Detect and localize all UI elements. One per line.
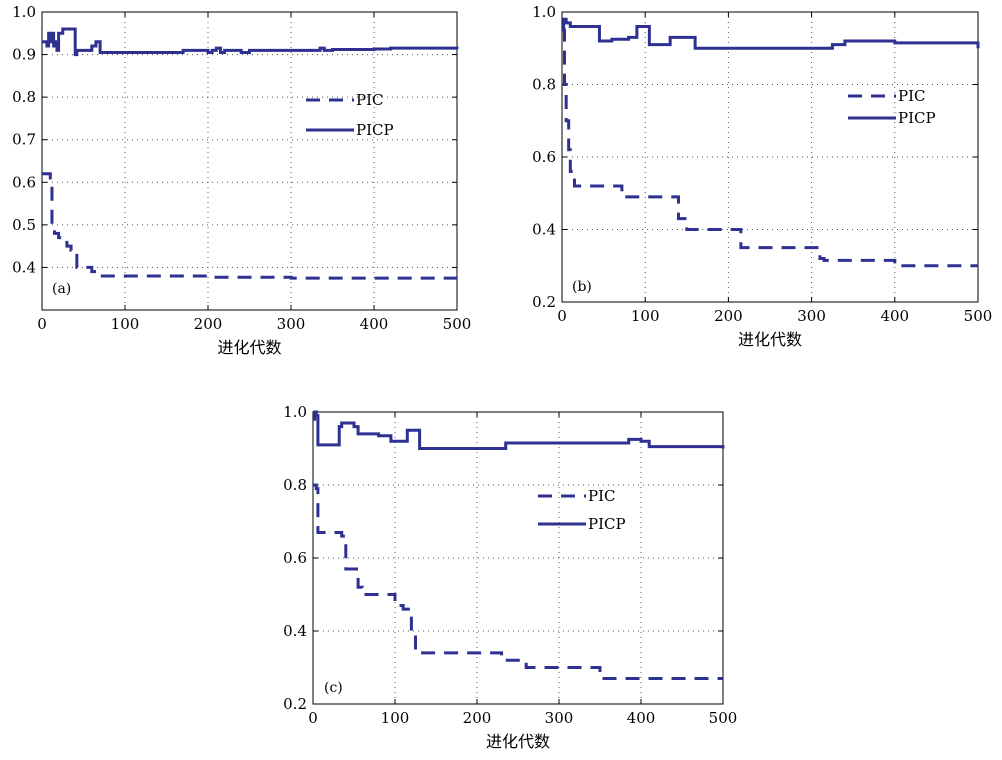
x-tick-label: 300	[545, 709, 574, 727]
panel-c: 0 100 200 300 400 500 0.2 0.4 0.6 0.8 1.0 进化代数 (c) PI…	[283, 403, 737, 751]
x-tick-label: 100	[631, 307, 660, 325]
y-tick-label: 0.4	[532, 221, 556, 239]
y-tick-label: 0.8	[283, 476, 307, 494]
x-axis-title: 进化代数	[738, 330, 802, 349]
plot-frame	[561, 11, 979, 303]
x-tick-label: 0	[308, 709, 318, 727]
x-tick-label: 100	[111, 315, 140, 333]
x-tick-label: 400	[880, 307, 909, 325]
series-line-pic	[42, 172, 457, 280]
legend-label-picp: PICP	[588, 515, 626, 533]
series-line-picp	[313, 410, 725, 450]
x-tick-label: 0	[37, 315, 47, 333]
x-tick-label: 500	[964, 307, 993, 325]
y-tick-label: 0.4	[12, 258, 36, 276]
series-line-picp	[42, 27, 459, 57]
panel-label: (a)	[52, 281, 71, 297]
y-tick-label: 0.8	[12, 88, 36, 106]
y-tick-label: 0.6	[532, 148, 556, 166]
x-axis-title: 进化代数	[217, 338, 281, 357]
x-tick-label: 500	[709, 709, 738, 727]
x-tick-label: 200	[194, 315, 223, 333]
y-tick-label: 0.6	[12, 173, 36, 191]
x-axis-title: 进化代数	[486, 732, 550, 751]
x-tick-label: 200	[463, 709, 492, 727]
y-tick-label: 0.7	[12, 131, 36, 149]
plot-frame	[41, 11, 458, 311]
legend-label-pic: PIC	[588, 487, 616, 505]
y-tick-label: 0.4	[283, 622, 307, 640]
y-tick-label: 0.5	[12, 216, 36, 234]
x-tick-label: 500	[443, 315, 472, 333]
y-tick-label: 0.6	[283, 549, 307, 567]
y-tick-label: 1.0	[12, 3, 36, 21]
panel-a: 0 100 200 300 400 500 0.4 0.5 0.6 0.7 0.8 0.9 1.0 进化代…	[12, 3, 471, 357]
y-tick-label: 1.0	[283, 403, 307, 421]
y-tick-label: 0.8	[532, 76, 556, 94]
x-tick-label: 400	[360, 315, 389, 333]
legend-label-picp: PICP	[898, 109, 936, 127]
x-tick-label: 300	[797, 307, 826, 325]
x-tick-label: 100	[381, 709, 410, 727]
panel-label: (b)	[572, 279, 592, 295]
x-tick-label: 300	[277, 315, 306, 333]
legend-label-picp: PICP	[356, 121, 394, 139]
series-line-pic	[313, 483, 723, 680]
y-tick-label: 1.0	[532, 3, 556, 21]
series-line-pic	[562, 28, 978, 268]
y-tick-label: 0.2	[283, 695, 307, 713]
panel-b: 0 100 200 300 400 500 0.2 0.4 0.6 0.8 1.0 进化代数 (b) PI…	[532, 3, 992, 349]
x-tick-label: 0	[557, 307, 567, 325]
legend-label-pic: PIC	[898, 87, 926, 105]
y-tick-label: 0.9	[12, 46, 36, 64]
series-line-picp	[562, 17, 980, 50]
panel-label: (c)	[324, 680, 343, 696]
legend-label-pic: PIC	[356, 91, 384, 109]
x-tick-label: 200	[714, 307, 743, 325]
y-tick-label: 0.2	[532, 293, 556, 311]
x-tick-label: 400	[627, 709, 656, 727]
